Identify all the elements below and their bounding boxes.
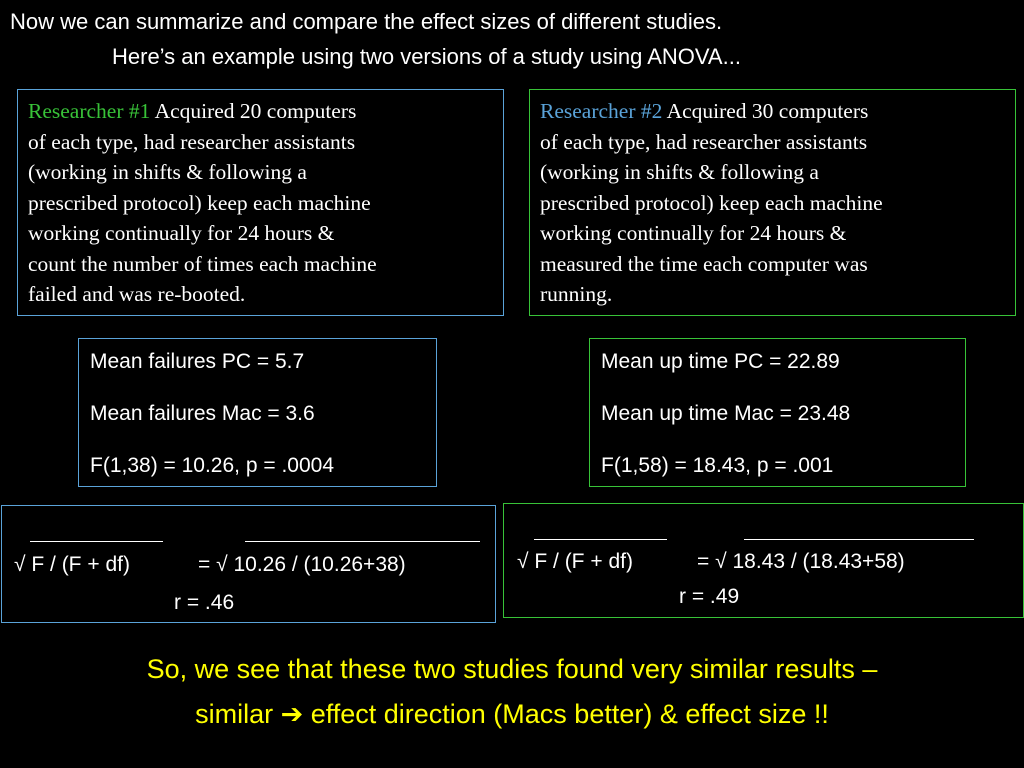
effect-size-2-computation: = √ 18.43 / (18.43+58) <box>697 550 905 573</box>
researcher-2-line-2: of each type, had researcher assistants <box>540 129 868 154</box>
header-line-1: Now we can summarize and compare the eff… <box>10 9 723 34</box>
researcher-1-line-1: Acquired 20 computers <box>150 99 357 123</box>
effect-size-1-formula: √ F / (F + df) <box>14 553 130 576</box>
researcher-2-line-3: (working in shifts & following a <box>540 160 819 184</box>
effect-size-2-r: r = .49 <box>679 585 740 608</box>
researcher-1-line-6: count the number of times each machine <box>28 251 377 276</box>
researcher-2-label: Researcher #2 <box>540 99 663 123</box>
researcher-2-box: Researcher #2 Acquired 30 computers of e… <box>529 89 1016 316</box>
results-2-f-test: F(1,58) = 18.43, p = .001 <box>601 454 834 477</box>
radical-bar-values-2 <box>744 539 974 540</box>
results-2-box: Mean up time PC = 22.89 Mean up time Mac… <box>589 338 966 487</box>
effect-size-2-box: √ F / (F + df) = √ 18.43 / (18.43+58) r … <box>503 503 1024 618</box>
results-1-mean-mac: Mean failures Mac = 3.6 <box>90 402 315 425</box>
researcher-2-line-6: measured the time each computer was <box>540 251 868 276</box>
researcher-1-line-5: working continually for 24 hours & <box>28 221 335 245</box>
researcher-2-line-5: working continually for 24 hours & <box>540 221 847 245</box>
conclusion-line-2: similar ➔ effect direction (Macs better)… <box>195 699 829 729</box>
researcher-2-line-4: prescribed protocol) keep each machine <box>540 190 883 215</box>
researcher-2-line-7: running. <box>540 282 613 306</box>
researcher-2-line-1: Acquired 30 computers <box>662 99 869 123</box>
results-1-mean-pc: Mean failures PC = 5.7 <box>90 350 305 373</box>
radical-bar-formula-2 <box>534 539 667 540</box>
effect-size-1-computation: = √ 10.26 / (10.26+38) <box>198 553 406 576</box>
results-1-f-test: F(1,38) = 10.26, p = .0004 <box>90 454 335 477</box>
researcher-1-label: Researcher #1 <box>28 99 151 123</box>
researcher-1-line-4: prescribed protocol) keep each machine <box>28 190 371 215</box>
researcher-2-first-line: Researcher #2 Acquired 30 computers <box>540 96 1015 127</box>
researcher-1-box: Researcher #1 Acquired 20 computers of e… <box>17 89 504 316</box>
results-1-box: Mean failures PC = 5.7 Mean failures Mac… <box>78 338 437 487</box>
header-line-2: Here’s an example using two versions of … <box>112 44 741 69</box>
radical-bar-values-1 <box>245 541 480 542</box>
conclusion-line-1: So, we see that these two studies found … <box>146 654 878 684</box>
researcher-1-line-7: failed and was re-booted. <box>28 282 246 306</box>
effect-size-2-formula: √ F / (F + df) <box>517 550 633 573</box>
effect-size-1-box: √ F / (F + df) = √ 10.26 / (10.26+38) r … <box>1 505 496 623</box>
effect-size-1-r: r = .46 <box>174 591 235 614</box>
researcher-1-line-2: of each type, had researcher assistants <box>28 129 356 154</box>
results-2-mean-mac: Mean up time Mac = 23.48 <box>601 402 851 425</box>
researcher-1-first-line: Researcher #1 Acquired 20 computers <box>28 96 503 127</box>
results-2-mean-pc: Mean up time PC = 22.89 <box>601 350 840 373</box>
researcher-1-line-3: (working in shifts & following a <box>28 160 307 184</box>
radical-bar-formula-1 <box>30 541 163 542</box>
